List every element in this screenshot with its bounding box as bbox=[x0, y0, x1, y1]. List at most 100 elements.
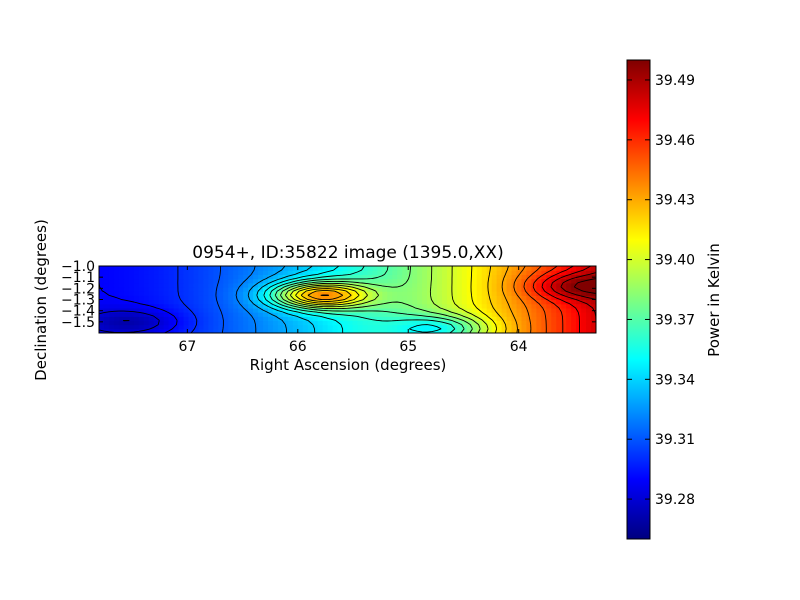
heatmap-cell bbox=[123, 282, 130, 288]
heatmap-cell bbox=[322, 328, 329, 333]
heatmap-cell bbox=[103, 274, 110, 280]
heatmap-cell bbox=[417, 274, 423, 280]
heatmap-cell bbox=[496, 266, 503, 271]
heatmap-cell bbox=[223, 324, 229, 330]
heatmap-cell bbox=[312, 307, 319, 313]
heatmap-cell bbox=[506, 295, 513, 301]
heatmap-cell bbox=[352, 316, 359, 322]
heatmap-cell bbox=[511, 320, 518, 326]
heatmap-cell bbox=[402, 299, 408, 305]
heatmap-cell bbox=[476, 266, 483, 271]
heatmap-cell bbox=[402, 282, 408, 288]
heatmap-cell bbox=[496, 286, 503, 292]
heatmap-cell bbox=[243, 274, 249, 280]
heatmap-cell bbox=[571, 286, 577, 292]
heatmap-cell bbox=[317, 320, 324, 326]
heatmap-cell bbox=[188, 312, 195, 317]
heatmap-cell bbox=[461, 282, 468, 288]
heatmap-cell bbox=[367, 291, 373, 296]
heatmap-cell bbox=[372, 328, 378, 333]
heatmap-cell bbox=[243, 312, 249, 317]
heatmap-cell bbox=[342, 316, 349, 322]
heatmap-cell bbox=[208, 274, 214, 280]
heatmap-cell bbox=[571, 291, 577, 296]
heatmap-cell bbox=[178, 299, 185, 305]
heatmap-cell bbox=[297, 266, 304, 271]
heatmap-cell bbox=[297, 316, 304, 322]
heatmap-cell bbox=[287, 303, 294, 309]
heatmap-cell bbox=[153, 266, 160, 271]
heatmap-cell bbox=[272, 307, 279, 313]
heatmap-cell bbox=[218, 274, 224, 280]
heatmap-cell bbox=[531, 291, 537, 296]
heatmap-cell bbox=[292, 295, 299, 301]
heatmap-cell bbox=[347, 320, 354, 326]
heatmap-cell bbox=[118, 286, 125, 292]
heatmap-cell bbox=[591, 286, 596, 292]
heatmap-cell bbox=[103, 282, 110, 288]
heatmap-cell bbox=[357, 320, 364, 326]
heatmap-cell bbox=[566, 303, 572, 309]
heatmap-cell bbox=[491, 312, 498, 317]
heatmap-cell bbox=[476, 282, 483, 288]
heatmap-cell bbox=[546, 278, 552, 284]
heatmap-cell bbox=[446, 291, 453, 296]
heatmap-cell bbox=[103, 316, 110, 322]
heatmap-cell bbox=[521, 324, 528, 330]
heatmap-cell bbox=[392, 320, 398, 326]
heatmap-cell bbox=[287, 324, 294, 330]
contour-line bbox=[263, 266, 442, 333]
colorbar-tick-label: 39.34 bbox=[655, 372, 695, 388]
heatmap-cell bbox=[178, 270, 185, 275]
heatmap-cell bbox=[526, 295, 532, 301]
heatmap-cell bbox=[561, 282, 567, 288]
heatmap-cell bbox=[551, 312, 557, 317]
heatmap-cell bbox=[556, 303, 562, 309]
heatmap-cell bbox=[491, 266, 498, 271]
heatmap-cell bbox=[307, 286, 314, 292]
heatmap-cell bbox=[253, 286, 259, 292]
heatmap-cell bbox=[332, 274, 339, 280]
heatmap-cell bbox=[267, 316, 274, 322]
contour-line bbox=[274, 266, 465, 333]
colorbar-tick-label: 39.43 bbox=[655, 193, 695, 209]
heatmap-cell bbox=[357, 307, 364, 313]
heatmap-cell bbox=[317, 274, 324, 280]
heatmap-cell bbox=[536, 316, 542, 322]
heatmap-cell bbox=[387, 286, 393, 292]
heatmap-cell bbox=[178, 328, 185, 333]
heatmap-cell bbox=[466, 282, 473, 288]
heatmap-cell bbox=[148, 320, 155, 326]
heatmap-cell bbox=[297, 312, 304, 317]
heatmap-cell bbox=[113, 291, 120, 296]
heatmap-cell bbox=[521, 328, 528, 333]
heatmap-cell bbox=[228, 291, 234, 296]
heatmap-cell bbox=[536, 274, 542, 280]
heatmap-cell bbox=[138, 312, 145, 317]
heatmap-cell bbox=[173, 312, 180, 317]
heatmap-cell bbox=[173, 303, 180, 309]
heatmap-cell bbox=[551, 324, 557, 330]
heatmap-cell bbox=[228, 316, 234, 322]
heatmap-cell bbox=[407, 278, 413, 284]
heatmap-cell bbox=[312, 291, 319, 296]
colorbar-label: Power in Kelvin bbox=[705, 243, 723, 357]
heatmap-cell bbox=[417, 307, 423, 313]
heatmap-cell bbox=[441, 286, 448, 292]
heatmap-cell bbox=[233, 291, 239, 296]
contour-line bbox=[247, 266, 288, 333]
heatmap-cell bbox=[436, 303, 443, 309]
heatmap-cell bbox=[556, 316, 562, 322]
heatmap-cell bbox=[272, 295, 279, 301]
heatmap-cell bbox=[243, 328, 249, 333]
heatmap-cell bbox=[218, 295, 224, 301]
heatmap-cell bbox=[243, 324, 249, 330]
heatmap-cell bbox=[158, 328, 165, 333]
heatmap-cell bbox=[218, 303, 224, 309]
heatmap-cell bbox=[277, 303, 284, 309]
heatmap-cell bbox=[228, 266, 234, 271]
heatmap-cell bbox=[347, 316, 354, 322]
heatmap-cell bbox=[218, 307, 224, 313]
heatmap-cell bbox=[461, 270, 468, 275]
heatmap-cell bbox=[258, 303, 264, 309]
